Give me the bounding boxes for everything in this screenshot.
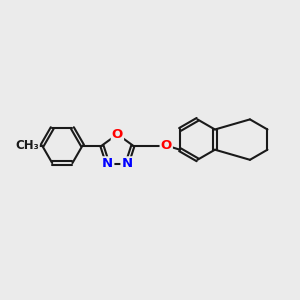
Text: CH₃: CH₃ <box>15 139 39 152</box>
Text: O: O <box>160 139 172 152</box>
Text: N: N <box>122 157 133 170</box>
Text: O: O <box>112 128 123 141</box>
Text: N: N <box>102 157 113 170</box>
